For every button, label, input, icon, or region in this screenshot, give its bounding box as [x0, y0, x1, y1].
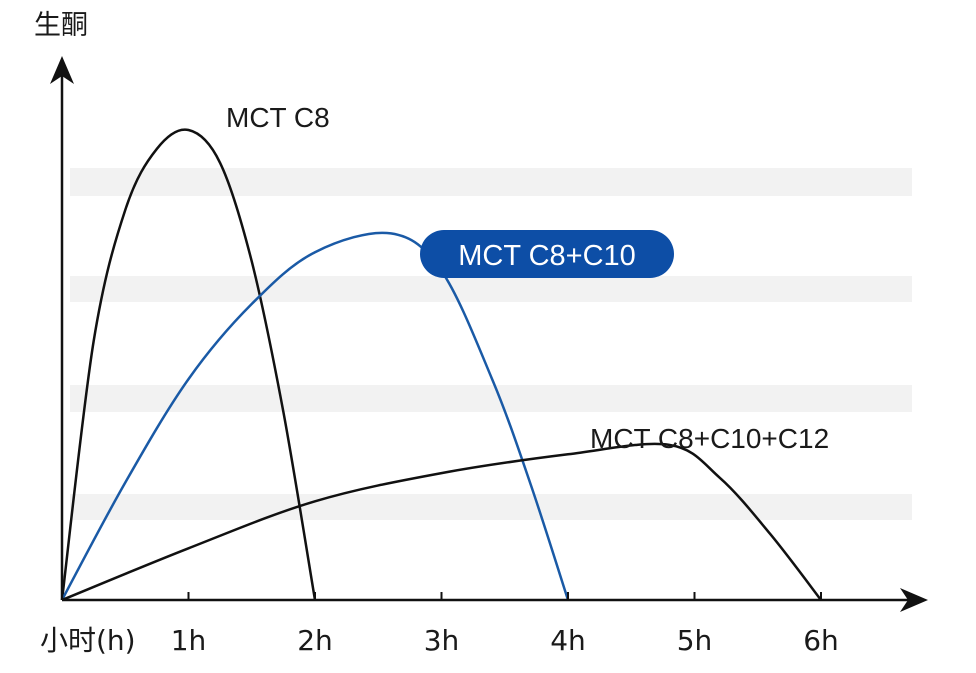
series-line-1 — [60, 128, 317, 601]
x-tick-label-6h: 6h — [803, 624, 839, 657]
series-line-3 — [61, 442, 822, 602]
grid-band-2 — [70, 276, 912, 302]
x-axis-label: 小时(h) — [40, 624, 136, 657]
x-tick-label-1h: 1h — [171, 624, 207, 657]
grid-band-4 — [70, 494, 912, 520]
series-label-c8c10: MCT C8+C10 — [458, 240, 636, 272]
x-tick-label-2h: 2h — [297, 624, 333, 657]
axes — [50, 56, 928, 612]
series-label-c8: MCT C8 — [226, 102, 330, 133]
grid-band-3 — [70, 385, 912, 412]
x-tick-label-5h: 5h — [677, 624, 713, 657]
x-axis-arrow — [900, 588, 928, 612]
x-tick-label-3h: 3h — [424, 624, 460, 657]
series-label-c8c10-badge: MCT C8+C10 — [420, 230, 674, 278]
badge-background — [420, 230, 674, 278]
grid-band-1 — [70, 168, 912, 196]
x-tick-label-4h: 4h — [550, 624, 586, 657]
y-axis-label: 生酮 — [34, 10, 88, 41]
y-axis-arrow — [50, 56, 74, 84]
series-curves — [60, 128, 822, 602]
series-label-c8c10c12: MCT C8+C10+C12 — [590, 423, 829, 454]
series-line-2 — [60, 231, 570, 601]
x-ticks: 1h 2h 3h 4h 5h 6h — [171, 592, 839, 657]
background-bands — [70, 168, 912, 520]
